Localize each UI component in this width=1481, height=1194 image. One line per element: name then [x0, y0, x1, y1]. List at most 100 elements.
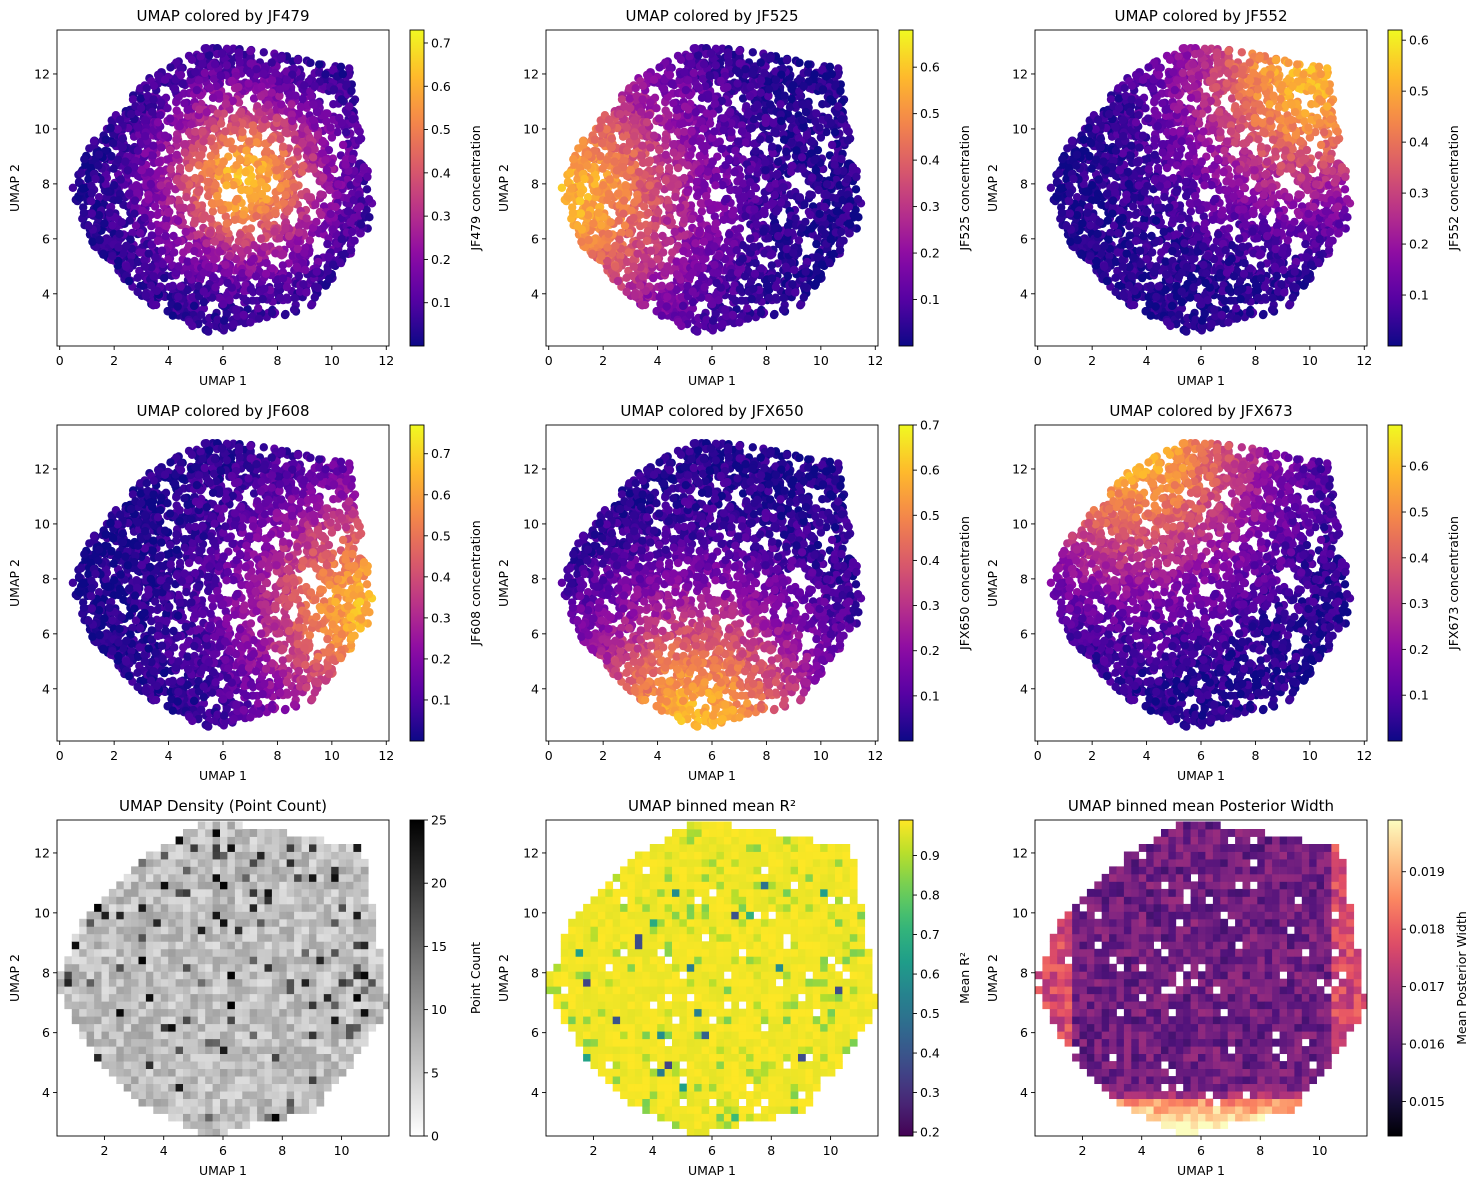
scatter-point	[100, 219, 108, 227]
scatter-point	[295, 272, 303, 280]
scatter-point	[138, 166, 146, 174]
scatter-point	[356, 127, 364, 135]
scatter-point	[610, 157, 618, 165]
colorbar-tick-label: 0.7	[431, 35, 451, 50]
scatter-point	[250, 255, 258, 263]
scatter-point	[127, 110, 135, 118]
scatter-point	[134, 147, 142, 155]
scatter-point	[631, 291, 639, 299]
x-tick-label: 8	[273, 353, 281, 368]
scatter-point	[779, 294, 787, 302]
scatter-point	[627, 206, 635, 214]
scatter-point	[311, 282, 319, 290]
scatter-point	[780, 136, 788, 144]
scatter-point	[106, 124, 114, 132]
scatter-point	[260, 48, 268, 56]
x-tick-label: 12	[378, 353, 394, 368]
x-tick-label: 2	[110, 353, 118, 368]
scatter-point	[177, 71, 185, 79]
scatter-point	[765, 234, 773, 242]
scatter-point	[344, 207, 352, 215]
scatter-point	[669, 140, 677, 148]
scatter-point	[743, 304, 751, 312]
scatter-point	[262, 259, 270, 267]
scatter-point	[303, 146, 311, 154]
scatter-point	[231, 216, 239, 224]
scatter-point	[191, 174, 199, 182]
scatter-point	[684, 76, 692, 84]
scatter-point	[603, 156, 611, 164]
scatter-point	[703, 109, 711, 117]
scatter-point	[180, 140, 188, 148]
scatter-point	[173, 106, 181, 114]
scatter-point	[325, 186, 333, 194]
scatter-point	[326, 210, 334, 218]
scatter-point	[843, 175, 851, 183]
scatter-point	[637, 231, 645, 239]
scatter-point	[262, 147, 270, 155]
scatter-point	[665, 164, 673, 172]
scatter-point	[80, 155, 88, 163]
scatter-point	[223, 61, 231, 69]
scatter-point	[244, 79, 252, 87]
scatter-point	[290, 305, 298, 313]
scatter-point	[268, 58, 276, 66]
scatter-point	[784, 229, 792, 237]
scatter-point	[90, 137, 98, 145]
scatter-point	[268, 76, 276, 84]
scatter-point	[844, 136, 852, 144]
scatter-point	[162, 222, 170, 230]
scatter-point	[206, 229, 214, 237]
y-tick-label: 12	[34, 66, 50, 81]
scatter-point	[345, 102, 353, 110]
scatter-point	[301, 266, 309, 274]
scatter-point	[91, 175, 99, 183]
scatter-point	[726, 108, 734, 116]
scatter-point	[611, 242, 619, 250]
scatter-point	[140, 214, 148, 222]
scatter-point	[276, 294, 284, 302]
scatter-point	[696, 152, 704, 160]
scatter-point	[161, 132, 169, 140]
scatter-point	[788, 280, 796, 288]
scatter-point	[321, 70, 329, 78]
scatter-point	[599, 181, 607, 189]
scatter-point	[203, 178, 211, 186]
scatter-point	[114, 156, 122, 164]
scatter-point	[213, 192, 221, 200]
scatter-point	[196, 53, 204, 61]
scatter-point	[217, 72, 225, 80]
scatter-point	[695, 84, 703, 92]
scatter-point	[315, 60, 323, 68]
scatter-point	[250, 179, 258, 187]
scatter-point	[287, 100, 295, 108]
y-axis-label: UMAP 2	[7, 164, 22, 212]
scatter-point	[282, 191, 290, 199]
scatter-point	[169, 232, 177, 240]
scatter-point	[150, 82, 158, 90]
scatter-point	[698, 94, 706, 102]
scatter-point	[219, 300, 227, 308]
scatter-point	[719, 126, 727, 134]
scatter-point	[179, 80, 187, 88]
scatter-point	[166, 63, 174, 71]
scatter-point	[699, 255, 707, 263]
scatter-point	[155, 227, 163, 235]
scatter-point	[639, 272, 647, 280]
scatter-point	[163, 188, 171, 196]
scatter-point	[279, 274, 287, 282]
scatter-point	[214, 109, 222, 117]
scatter-point	[221, 242, 229, 250]
scatter-point	[312, 218, 320, 226]
scatter-point	[131, 196, 139, 204]
scatter-point	[241, 168, 249, 176]
scatter-point	[845, 229, 853, 237]
scatter-point	[124, 166, 132, 174]
scatter-point	[148, 108, 156, 116]
scatter-point	[603, 125, 611, 133]
scatter-point	[306, 59, 314, 67]
scatter-point	[323, 109, 331, 117]
scatter-point	[246, 318, 254, 326]
